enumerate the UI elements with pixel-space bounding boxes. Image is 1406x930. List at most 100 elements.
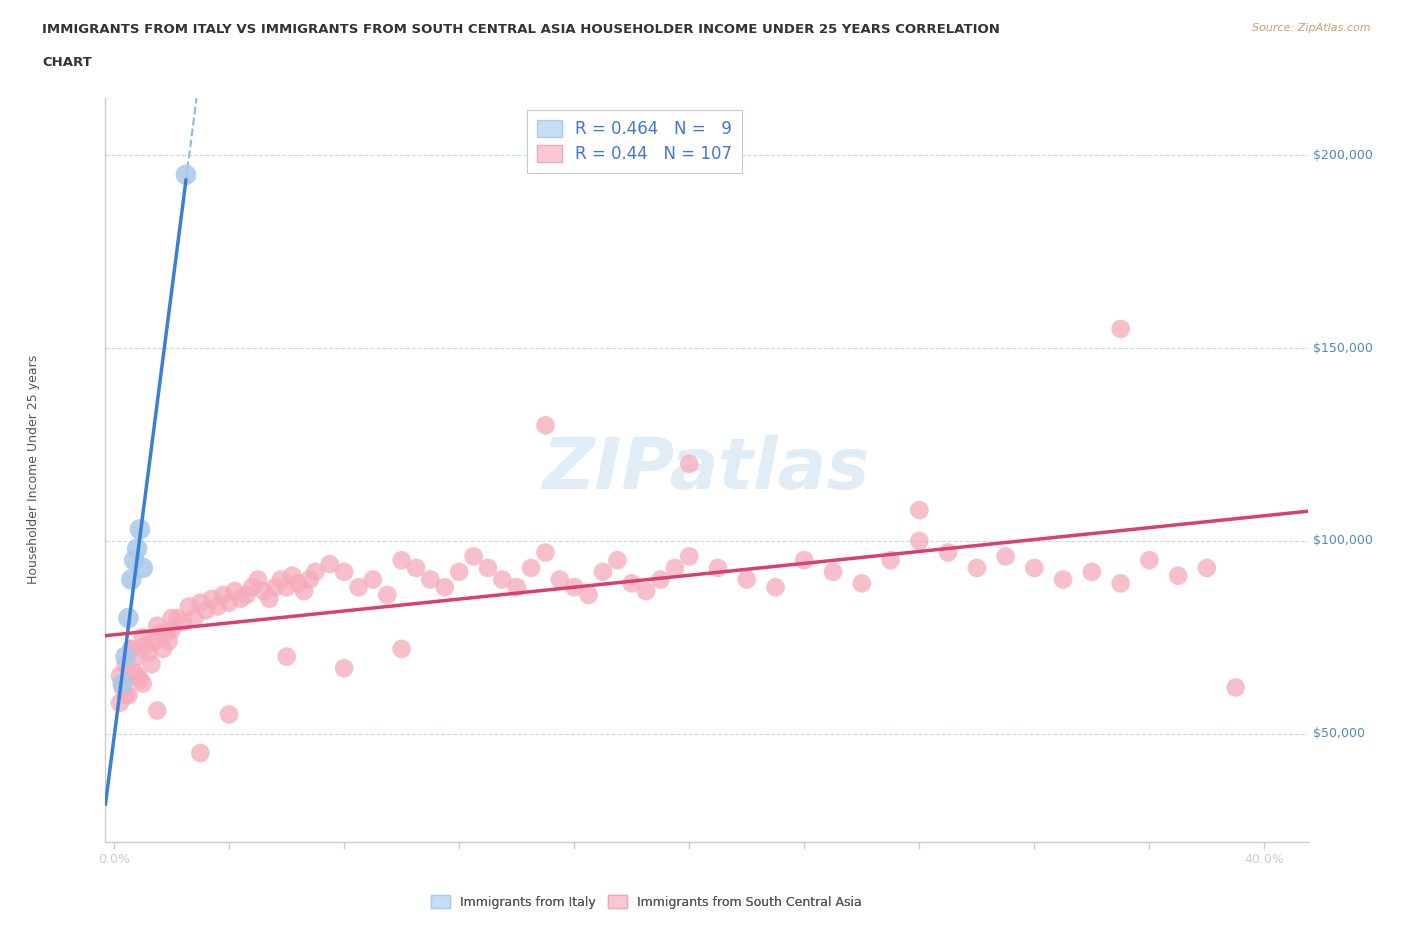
Point (391, 642, 413, 657)
Legend: Immigrants from Italy, Immigrants from South Central Asia: Immigrants from Italy, Immigrants from S… (426, 890, 866, 913)
Point (166, 611, 188, 626)
Point (188, 595, 211, 610)
Point (304, 565, 326, 579)
Point (276, 649, 298, 664)
Point (1195, 561, 1218, 576)
Point (120, 572, 142, 587)
Point (177, 599, 200, 614)
Point (908, 503, 931, 518)
Point (405, 561, 427, 576)
Point (264, 579, 287, 594)
Point (212, 588, 235, 603)
Point (966, 561, 988, 576)
Point (879, 552, 901, 567)
Point (793, 552, 815, 567)
Point (132, 630, 155, 644)
Point (117, 687, 139, 702)
Point (129, 672, 152, 687)
Point (114, 687, 136, 702)
Point (117, 611, 139, 626)
Point (120, 642, 142, 657)
Point (207, 599, 229, 614)
Point (152, 642, 174, 657)
Point (592, 565, 614, 579)
Point (821, 565, 844, 579)
Point (172, 615, 194, 630)
Point (298, 572, 321, 587)
Point (548, 572, 571, 587)
Point (253, 584, 276, 599)
Point (333, 565, 356, 579)
Point (146, 703, 169, 718)
Point (122, 665, 145, 680)
Point (1139, 552, 1161, 567)
Point (477, 561, 499, 576)
Point (506, 579, 529, 594)
Text: IMMIGRANTS FROM ITALY VS IMMIGRANTS FROM SOUTH CENTRAL ASIA HOUSEHOLDER INCOME U: IMMIGRANTS FROM ITALY VS IMMIGRANTS FROM… (42, 23, 1000, 36)
Point (108, 669, 131, 684)
Point (606, 552, 628, 567)
Point (936, 545, 959, 560)
Point (276, 579, 298, 594)
Point (361, 572, 384, 587)
Point (463, 549, 485, 564)
Point (259, 591, 281, 606)
Point (246, 572, 269, 587)
Point (562, 579, 585, 594)
Point (994, 549, 1017, 564)
Point (491, 572, 513, 587)
Text: $150,000: $150,000 (1313, 341, 1374, 354)
Point (1109, 322, 1132, 337)
Point (132, 561, 155, 576)
Point (114, 657, 136, 671)
Point (235, 588, 257, 603)
Point (195, 603, 218, 618)
Text: $100,000: $100,000 (1313, 535, 1374, 548)
Point (122, 552, 145, 567)
Point (449, 565, 471, 579)
Point (218, 707, 240, 722)
Point (149, 626, 172, 641)
Point (188, 746, 211, 761)
Point (157, 633, 180, 648)
Point (146, 618, 169, 633)
Point (1225, 680, 1247, 695)
Point (138, 645, 160, 660)
Point (218, 595, 240, 610)
Text: Source: ZipAtlas.com: Source: ZipAtlas.com (1253, 23, 1371, 33)
Point (1052, 572, 1074, 587)
Point (292, 584, 315, 599)
Point (160, 622, 183, 637)
Point (347, 579, 370, 594)
Point (224, 584, 246, 599)
Point (135, 638, 157, 653)
Point (160, 611, 183, 626)
Point (155, 626, 177, 641)
Point (1081, 565, 1104, 579)
Point (650, 572, 672, 587)
Point (520, 561, 543, 576)
Point (620, 576, 643, 591)
Point (636, 584, 658, 599)
Point (578, 588, 600, 603)
Point (534, 418, 557, 432)
Point (287, 576, 309, 591)
Point (664, 561, 686, 576)
Text: CHART: CHART (42, 56, 91, 69)
Point (419, 572, 441, 587)
Point (114, 649, 136, 664)
Point (391, 552, 413, 567)
Point (127, 649, 149, 664)
Text: $200,000: $200,000 (1313, 149, 1374, 162)
Point (375, 588, 398, 603)
Point (270, 572, 292, 587)
Point (174, 167, 197, 182)
Point (111, 676, 134, 691)
Point (1167, 568, 1189, 583)
Point (129, 522, 152, 537)
Point (1109, 576, 1132, 591)
Text: ZIPatlas: ZIPatlas (543, 435, 870, 504)
Point (851, 576, 873, 591)
Point (141, 657, 163, 671)
Point (735, 572, 758, 587)
